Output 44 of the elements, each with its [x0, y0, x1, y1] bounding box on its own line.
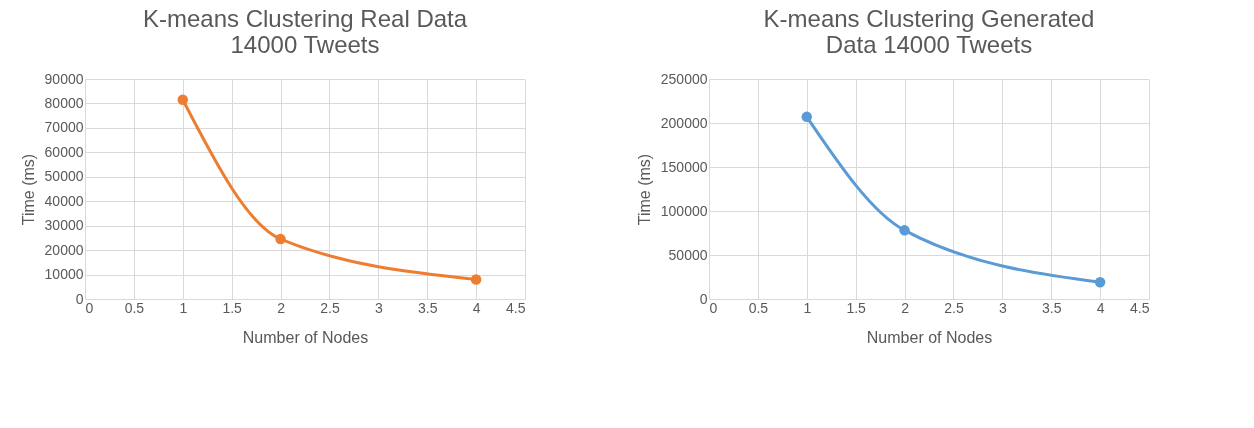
- y-tick-label: 60000: [44, 143, 84, 160]
- y-tick-label: 50000: [44, 168, 84, 185]
- y-tick-label: 30000: [44, 217, 84, 234]
- x-tick-label: 4: [1096, 299, 1105, 316]
- x-axis-title: Number of Nodes: [242, 328, 369, 346]
- y-tick-label: 200000: [660, 114, 708, 131]
- point: [899, 225, 910, 236]
- point: [177, 94, 189, 106]
- x-tick-label: 0.5: [748, 299, 769, 316]
- point: [470, 274, 482, 285]
- y-tick-label: 250000: [660, 70, 708, 87]
- y-tick-label: 80000: [44, 94, 84, 111]
- y-tick-label: 50000: [668, 246, 708, 263]
- y-tick-label: 150000: [660, 158, 708, 175]
- y-tick-label: 20000: [44, 241, 84, 258]
- x-tick-label: 2.5: [320, 299, 340, 316]
- x-tick-label: 3.5: [417, 299, 438, 316]
- point: [1094, 277, 1106, 288]
- chart-title: K-means Clustering Real Data 14000 Tweets: [142, 5, 468, 58]
- x-tick-label: 3: [374, 299, 383, 316]
- x-tick-label: 1: [803, 299, 812, 316]
- point: [275, 233, 286, 245]
- x-axis-title: Number of Nodes: [866, 328, 993, 346]
- x-tick-label: 1.5: [222, 299, 243, 316]
- x-tick-label: 4.5: [1130, 299, 1150, 316]
- x-tick-label: 4: [472, 299, 481, 316]
- x-tick-label: 2: [901, 299, 910, 316]
- x-tick-label: 1.5: [846, 299, 867, 316]
- x-tick-label: 0.5: [124, 299, 145, 316]
- y-axis-title: Time (ms): [19, 153, 37, 226]
- x-tick-label: 3.5: [1041, 299, 1062, 316]
- y-axis-title: Time (ms): [635, 153, 653, 226]
- x-tick-label: 2: [277, 299, 286, 316]
- x-tick-label: 1: [179, 299, 188, 316]
- x-tick-label: 3: [998, 299, 1007, 316]
- x-tick-label: 2.5: [944, 299, 964, 316]
- y-tick-label: 100000: [660, 202, 708, 219]
- y-tick-label: 70000: [44, 119, 84, 136]
- x-tick-label: 4.5: [506, 299, 526, 316]
- chart-title: K-means Clustering Generated Data 14000 Tweets: [763, 5, 1095, 58]
- point: [801, 111, 813, 123]
- y-tick-label: 40000: [44, 192, 84, 209]
- y-tick-label: 10000: [44, 266, 84, 283]
- y-tick-label: 90000: [44, 70, 84, 87]
